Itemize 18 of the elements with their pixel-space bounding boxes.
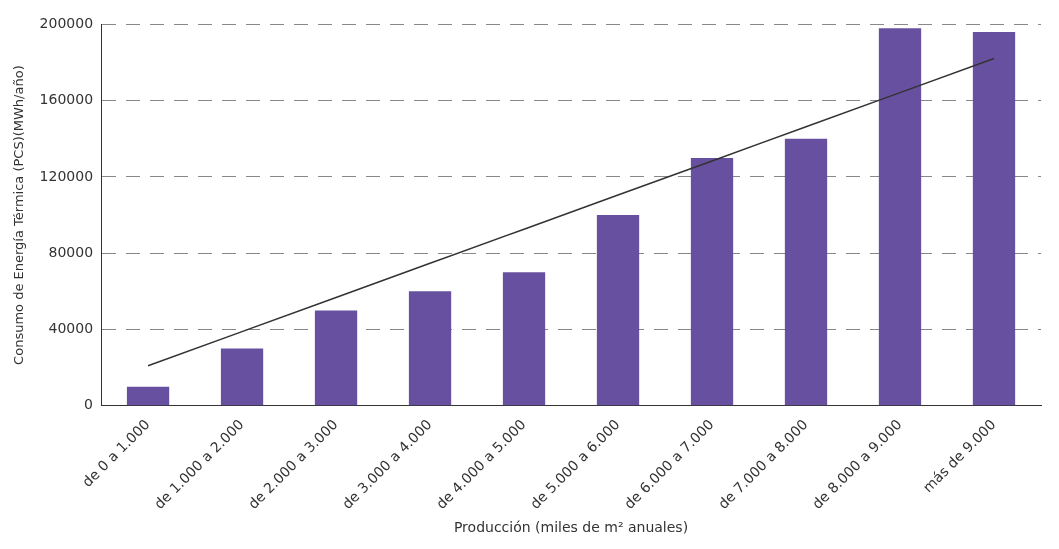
y-tick-label: 0 — [84, 396, 94, 413]
bar — [126, 386, 170, 406]
y-axis-title: Consumo de Energía Térmica (PCS)(MWh/año) — [11, 65, 27, 365]
y-tick-label: 80000 — [48, 243, 94, 260]
y-tick-label: 40000 — [48, 320, 94, 337]
bar — [408, 291, 452, 406]
bar — [596, 215, 640, 406]
bar — [972, 32, 1016, 406]
bar — [220, 348, 264, 406]
bar — [314, 310, 358, 406]
bar — [878, 28, 922, 406]
y-tick-label: 200000 — [39, 15, 94, 32]
bar — [784, 138, 828, 406]
bar — [502, 272, 546, 406]
x-axis-title: Producción (miles de m² anuales) — [453, 519, 689, 536]
y-tick-label: 160000 — [39, 91, 94, 108]
y-tick-label: 120000 — [39, 167, 94, 184]
bar — [690, 157, 734, 406]
